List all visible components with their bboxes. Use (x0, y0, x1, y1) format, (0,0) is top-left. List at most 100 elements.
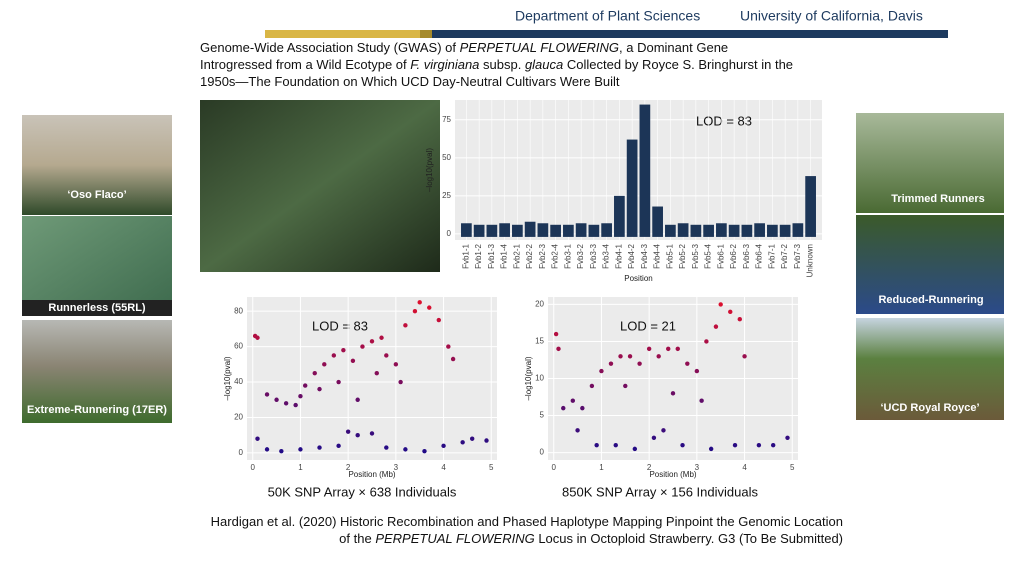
department: Department of Plant Sciences (515, 8, 700, 24)
caption-strip (22, 300, 172, 316)
y-axis-label: –log10(pval) (425, 148, 434, 192)
snp-point (384, 445, 389, 450)
snp-point (345, 429, 351, 434)
x-tick-label: 3 (695, 463, 700, 472)
photo (856, 318, 1004, 420)
x-tick-label: Fvb3-1 (563, 243, 572, 268)
snp-point (369, 339, 375, 344)
snp-point (255, 436, 260, 441)
x-tick-label: Fvb5-3 (691, 243, 700, 268)
snp-cluster (575, 223, 587, 237)
snp-point (469, 436, 475, 441)
y-axis-label: –log10(pval) (524, 356, 533, 400)
y-tick-label: 50 (442, 153, 451, 162)
snp-point (675, 346, 680, 352)
y-tick-label: 0 (540, 448, 545, 457)
snp-point (369, 431, 375, 436)
y-tick-label: 80 (234, 306, 243, 315)
snp-point (718, 302, 723, 307)
snp-point (632, 446, 638, 452)
snp-cluster (652, 206, 663, 237)
snp-point (666, 346, 671, 352)
photo-caption: Runnerless (55RL) (48, 302, 146, 314)
x-tick-label: Fvb6-1 (716, 243, 725, 268)
snp-point (336, 443, 341, 449)
y-axis-label: –log10(pval) (223, 356, 232, 400)
snp-cluster (626, 139, 638, 237)
photo (200, 100, 440, 272)
snp-cluster (499, 223, 510, 237)
snp-point (670, 391, 676, 396)
snp-point (484, 438, 489, 443)
snp-point (699, 398, 704, 403)
snp-point (608, 361, 614, 366)
snp-point (737, 317, 742, 322)
annotation: LOD = 83 (696, 113, 752, 128)
snp-point (398, 379, 403, 385)
snp-cluster (767, 224, 778, 237)
snp-cluster (805, 176, 816, 237)
photo-caption: ‘UCD Royal Royce’ (880, 402, 979, 414)
snp-point (393, 362, 399, 367)
snp-cluster (792, 223, 804, 237)
snp-cluster (665, 224, 676, 237)
photo (22, 320, 172, 423)
x-tick-label: Fvb7-2 (780, 243, 789, 268)
snp-point (708, 446, 714, 452)
snp-point (594, 442, 599, 448)
university: University of California, Davis (740, 8, 923, 24)
x-tick-label: Fvb4-4 (653, 243, 662, 268)
chart-subtitle: 50K SNP Array × 638 Individuals (268, 484, 457, 499)
snp-point (785, 435, 790, 440)
x-tick-label: Fvb7-3 (793, 243, 802, 268)
x-tick-label: 3 (394, 463, 399, 472)
title-line: 1950s—The Foundation on Which UCD Day-Ne… (200, 74, 620, 89)
snp-point (627, 354, 633, 359)
x-tick-label: Fvb2-2 (525, 243, 534, 268)
snp-cluster (779, 224, 791, 237)
snp-point (436, 317, 441, 323)
snp-point (756, 442, 762, 448)
snp-cluster (741, 224, 753, 237)
snp-point (264, 447, 270, 452)
snp-point (661, 428, 666, 433)
snp-point (274, 397, 279, 402)
snp-point (742, 354, 747, 359)
x-tick-label: 1 (298, 463, 303, 472)
snp-point (412, 308, 418, 314)
title-line: Genome-Wide Association Study (GWAS) of … (200, 40, 728, 55)
snp-cluster (728, 224, 740, 237)
photo-caption: Reduced-Runnering (878, 294, 983, 306)
y-tick-label: 20 (535, 300, 544, 309)
snp-cluster (601, 223, 612, 237)
snp-point (384, 353, 389, 358)
snp-point (575, 428, 580, 433)
snp-point (264, 392, 270, 397)
snp-point (553, 331, 559, 337)
y-tick-label: 60 (234, 342, 243, 351)
snp-point (417, 300, 422, 305)
snp-point (694, 368, 700, 374)
x-tick-label: Fvb4-2 (627, 243, 636, 268)
snp-cluster (588, 224, 600, 237)
snp-point (556, 346, 561, 352)
snp-point (704, 339, 709, 344)
snp-point (580, 405, 585, 411)
x-axis-label: Position (Mb) (348, 470, 395, 479)
x-tick-label: Fvb2-1 (512, 243, 521, 268)
snp-point (713, 324, 719, 329)
x-tick-label: Fvb7-1 (767, 243, 776, 268)
snp-cluster (473, 224, 485, 237)
photo (856, 113, 1004, 213)
snp-point (656, 354, 661, 359)
x-tick-label: 2 (346, 463, 351, 472)
y-tick-label: 15 (535, 337, 544, 346)
snp-point (637, 361, 642, 366)
snp-point (427, 305, 432, 310)
y-tick-label: 25 (442, 191, 451, 200)
snp-point (374, 370, 379, 376)
x-tick-label: Fvb6-2 (729, 243, 738, 268)
title-line: Introgressed from a Wild Ecotype of F. v… (200, 57, 793, 72)
snp-point (341, 347, 346, 353)
